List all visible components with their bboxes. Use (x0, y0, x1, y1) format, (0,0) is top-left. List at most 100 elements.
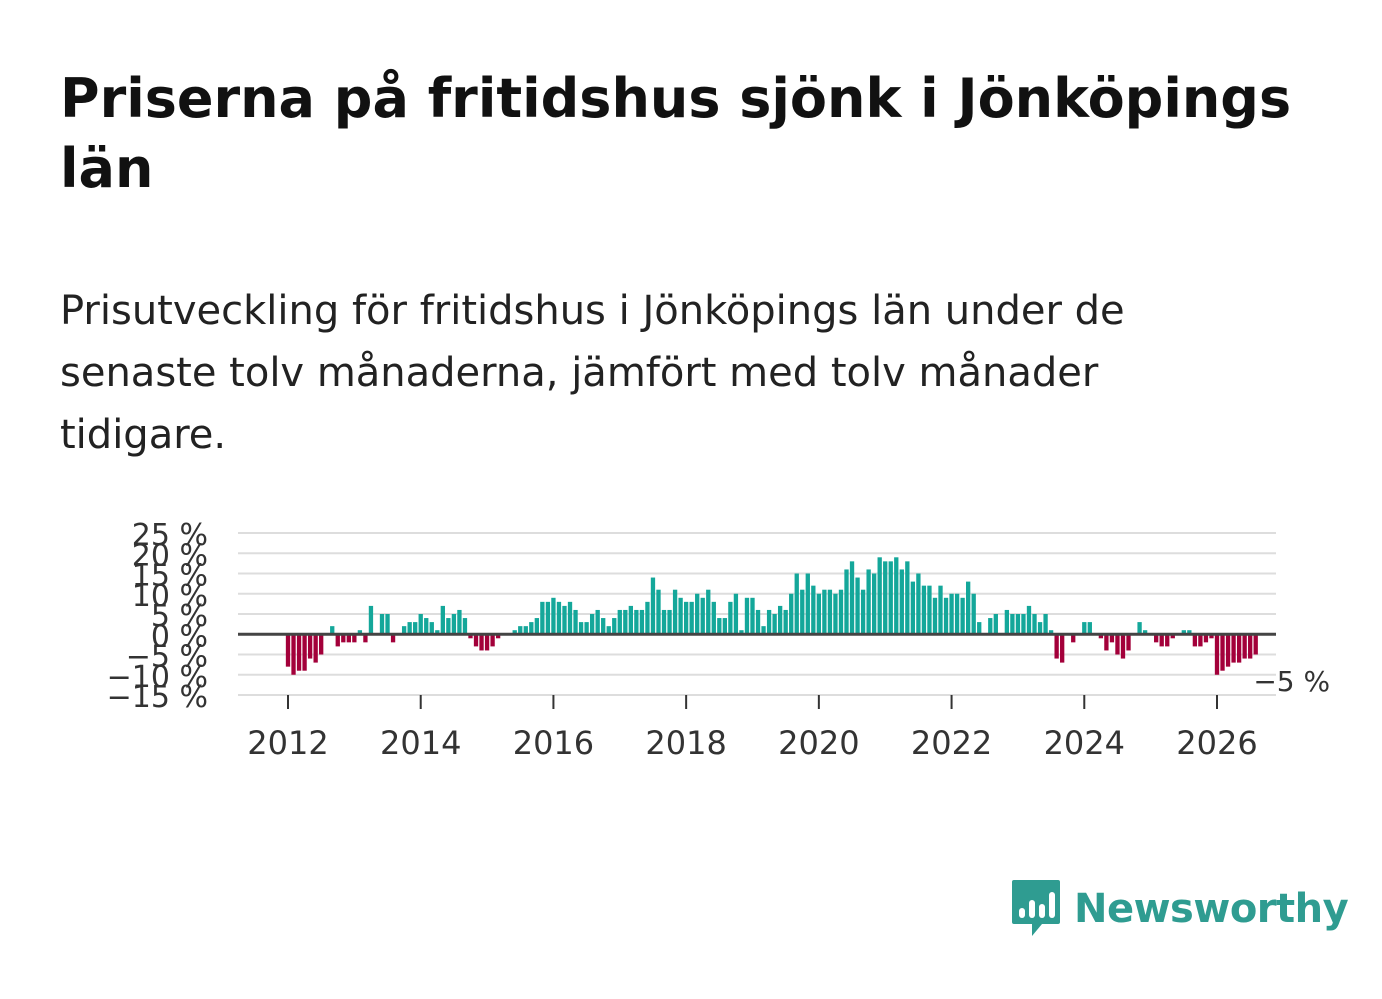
bar (628, 605, 634, 635)
bar (1043, 614, 1048, 635)
bar (683, 601, 689, 635)
bar (1104, 634, 1109, 651)
bar (816, 593, 822, 635)
bar (871, 573, 877, 635)
bar (678, 597, 683, 635)
page-subtitle: Prisutveckling för fritidshus i Jönköpin… (60, 288, 1125, 458)
bar (567, 601, 573, 635)
bar (667, 609, 672, 635)
bar (921, 585, 927, 635)
bar (424, 618, 429, 635)
bar (313, 634, 318, 663)
bar-chart: 25 %20 %15 %10 %5 %0 %−5 %−10 %−15 %2012… (107, 518, 1330, 762)
bar (988, 618, 993, 635)
bar (966, 581, 971, 635)
bar (484, 634, 490, 651)
bar (954, 593, 960, 635)
bar (589, 614, 595, 635)
bar (490, 634, 495, 647)
y-tick-label: 25 % (132, 518, 208, 553)
bar (518, 626, 523, 635)
bar (728, 601, 733, 635)
bar (390, 634, 396, 643)
x-tick-label: 2020 (778, 724, 859, 762)
bar (296, 634, 302, 671)
bar (1098, 634, 1104, 639)
bar (573, 609, 578, 635)
bar (534, 618, 539, 635)
bar (407, 622, 412, 635)
bar (916, 573, 921, 635)
bar (529, 622, 534, 635)
bar (429, 622, 434, 635)
bar (341, 634, 346, 643)
bar (1154, 634, 1159, 643)
bar (562, 605, 567, 635)
bar (1026, 605, 1032, 635)
bar (1071, 634, 1076, 643)
bar (1187, 630, 1192, 635)
bar (578, 622, 584, 635)
bar (368, 605, 374, 635)
bar (545, 601, 551, 635)
bar (451, 614, 457, 635)
last-value-label: −5 % (1253, 665, 1330, 698)
bar (595, 609, 600, 635)
bar (1253, 634, 1258, 655)
y-tick-label: −5 % (126, 640, 208, 675)
bar (938, 585, 943, 635)
bar (849, 561, 855, 635)
bar (689, 601, 694, 635)
bar (1203, 634, 1209, 643)
x-tick-label: 2026 (1176, 724, 1257, 762)
x-tick-label: 2024 (1044, 724, 1125, 762)
brand-name: Newsworthy (1074, 886, 1349, 932)
x-tick-label: 2012 (247, 724, 328, 762)
bar (744, 597, 750, 635)
bar (634, 609, 639, 635)
bar (1109, 634, 1115, 643)
bar (905, 561, 910, 635)
bar (695, 593, 700, 635)
bar (335, 634, 340, 647)
bar (811, 585, 816, 635)
bar (739, 630, 744, 635)
y-tick-label: 10 % (132, 579, 208, 614)
bar (606, 626, 611, 635)
bar (772, 614, 777, 635)
bar (805, 573, 810, 635)
bar (319, 634, 324, 655)
y-tick-label: 0 % (151, 619, 208, 654)
bar (894, 557, 899, 635)
bar (1142, 630, 1148, 635)
bar (656, 589, 661, 635)
bar (717, 618, 722, 635)
bar (1010, 614, 1015, 635)
bar (1054, 634, 1059, 659)
bar (783, 609, 788, 635)
bar (700, 597, 705, 635)
bar (706, 589, 711, 635)
bar (833, 593, 838, 635)
bar (888, 561, 893, 635)
y-tick-label: 5 % (151, 599, 208, 634)
y-tick-label: 20 % (132, 538, 208, 573)
bar (440, 605, 445, 635)
bar (1126, 634, 1131, 651)
bar (1170, 634, 1175, 639)
bar (789, 593, 794, 635)
bar (733, 593, 739, 635)
bar (910, 581, 916, 635)
bar (495, 634, 501, 639)
bar (1225, 634, 1231, 667)
bar (844, 569, 849, 635)
bar (1120, 634, 1126, 659)
bar (1192, 634, 1198, 647)
bar (462, 618, 468, 635)
bar (523, 626, 528, 635)
y-tick-label: −10 % (107, 660, 208, 695)
bar (1231, 634, 1236, 663)
bar (457, 609, 462, 635)
bar (927, 585, 932, 635)
y-tick-label: −15 % (107, 680, 208, 715)
